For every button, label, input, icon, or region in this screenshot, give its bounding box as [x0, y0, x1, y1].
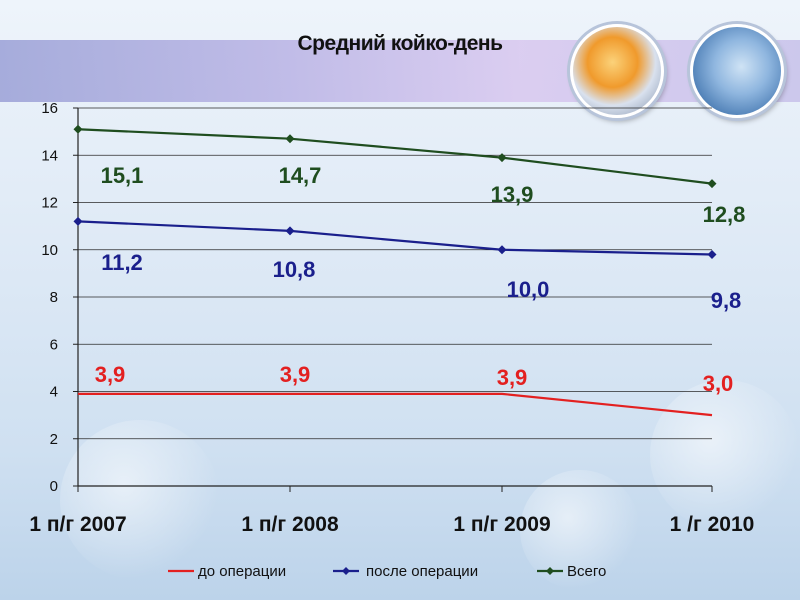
- x-axis-ticks: 1 п/г 2007 1 п/г 2008 1 п/г 2009 1 /г 2010: [29, 513, 754, 536]
- data-point: [497, 153, 507, 163]
- y-tick-label: 6: [50, 336, 58, 353]
- x-tick-label: 1 п/г 2009: [453, 513, 550, 536]
- y-tick-label: 10: [41, 242, 58, 259]
- chart-grid: [78, 107, 712, 440]
- doctor-photo-icon: [690, 24, 784, 118]
- data-point: [707, 179, 717, 189]
- data-label: 3,9: [95, 362, 126, 387]
- data-point: [73, 216, 83, 226]
- legend-marker: [546, 567, 554, 575]
- legend-marker: [342, 567, 350, 575]
- header-band: [0, 40, 800, 102]
- chart-series: [73, 124, 717, 417]
- data-point: [707, 249, 717, 259]
- x-tick-label: 1 п/г 2007: [29, 513, 126, 536]
- chart-title: Средний койко-день: [297, 32, 503, 55]
- y-tick-label: 4: [50, 384, 58, 401]
- data-label: 11,2: [101, 250, 143, 275]
- data-labels: 3,9 3,9 3,9 3,0 11,2 10,8 10,0 9,8 15,1 14,7 13,9 1…: [95, 163, 746, 396]
- data-label: 13,9: [491, 182, 534, 207]
- y-tick-label: 16: [41, 100, 58, 117]
- data-label: 3,0: [703, 371, 734, 396]
- data-label: 12,8: [703, 202, 746, 227]
- data-label: 15,1: [101, 163, 144, 188]
- chart-axes: [73, 107, 713, 492]
- chart-legend: до операции после операции Всего: [168, 563, 606, 580]
- legend-label: до операции: [198, 563, 286, 580]
- data-point: [73, 124, 83, 134]
- y-axis-ticks: 0 2 4 6 8 10 12 14 16: [41, 100, 58, 495]
- data-label: 3,9: [280, 362, 311, 387]
- legend-label: после операции: [366, 563, 478, 580]
- y-tick-label: 14: [41, 147, 58, 164]
- data-label: 10,0: [507, 277, 550, 302]
- series-line: [77, 220, 713, 256]
- data-label: 14,7: [279, 163, 322, 188]
- legend-label: Всего: [567, 563, 606, 580]
- data-point: [285, 134, 295, 144]
- x-tick-label: 1 /г 2010: [670, 513, 755, 536]
- data-label: 9,8: [711, 288, 742, 313]
- series-line: [77, 128, 713, 185]
- y-tick-label: 0: [50, 478, 58, 495]
- data-point: [497, 245, 507, 255]
- data-label: 3,9: [497, 365, 528, 390]
- y-tick-label: 8: [50, 289, 58, 306]
- data-point: [285, 226, 295, 236]
- y-tick-label: 12: [41, 195, 58, 212]
- series-line: [78, 392, 713, 417]
- data-label: 10,8: [273, 257, 316, 282]
- pills-photo-icon: [570, 24, 664, 118]
- x-tick-label: 1 п/г 2008: [241, 513, 339, 536]
- y-tick-label: 2: [50, 431, 58, 448]
